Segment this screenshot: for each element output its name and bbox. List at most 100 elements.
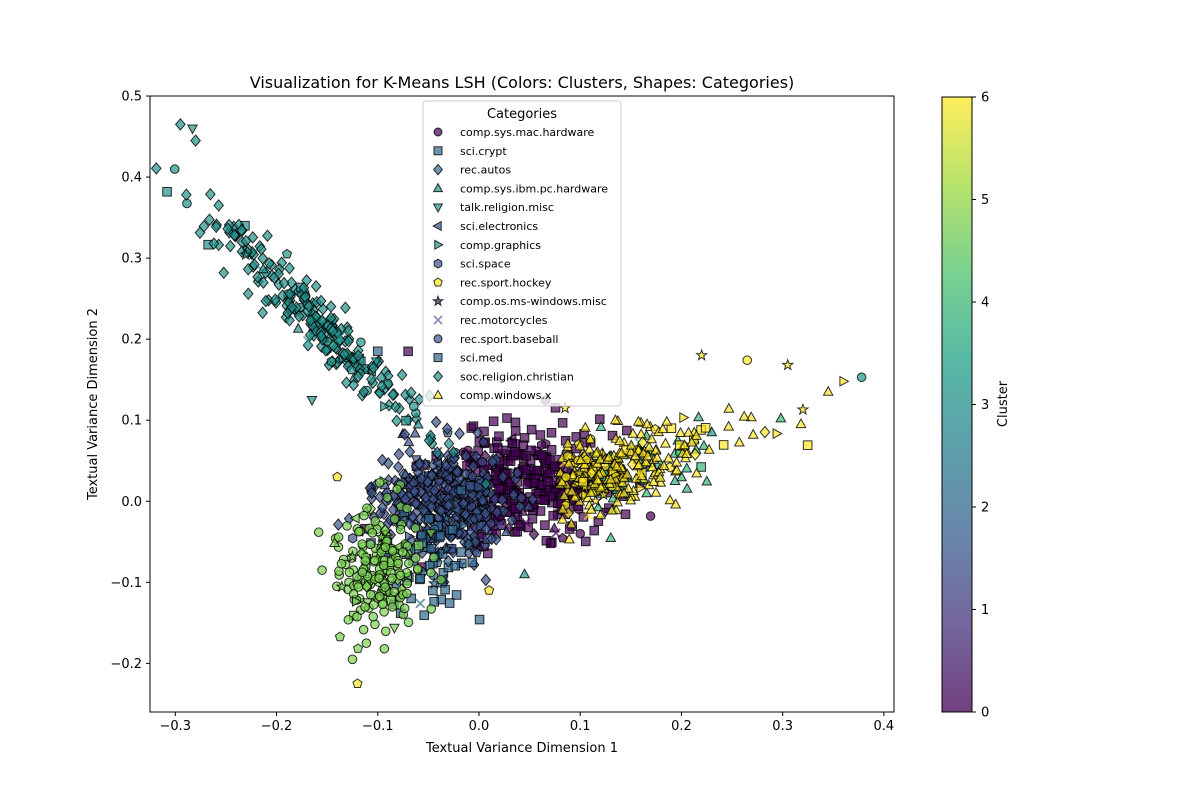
legend-title: Categories	[487, 107, 557, 122]
colorbar-tick-label: 4	[981, 296, 989, 311]
legend-label: sci.med	[460, 352, 503, 365]
data-point	[340, 301, 351, 315]
data-point	[512, 526, 523, 537]
data-point	[417, 530, 427, 541]
data-point	[302, 335, 313, 346]
y-axis-label: Textual Variance Dimension 2	[86, 308, 101, 501]
data-point	[592, 501, 604, 512]
data-point	[465, 481, 476, 491]
data-point	[368, 611, 379, 622]
data-point	[258, 276, 269, 289]
data-point	[622, 425, 632, 436]
legend-label: comp.sys.ibm.pc.hardware	[460, 182, 608, 195]
data-point	[659, 437, 672, 448]
legend-marker	[432, 389, 444, 399]
y-tick-label: 0.5	[121, 90, 142, 105]
data-point	[627, 427, 639, 438]
data-point	[526, 424, 537, 435]
data-point	[222, 222, 234, 236]
data-point	[670, 498, 682, 509]
data-point	[352, 349, 364, 363]
data-point	[802, 440, 813, 450]
data-point	[379, 643, 390, 654]
data-point	[403, 617, 414, 628]
data-point	[341, 376, 352, 390]
data-point	[467, 557, 478, 568]
data-point	[556, 513, 569, 524]
data-point	[419, 610, 430, 620]
data-point	[242, 287, 254, 301]
data-point	[625, 439, 637, 450]
data-point	[580, 536, 591, 547]
data-point	[521, 451, 532, 461]
data-point	[641, 487, 653, 498]
data-point	[620, 509, 631, 520]
data-point	[412, 418, 424, 429]
data-point	[654, 471, 666, 482]
data-point	[352, 370, 364, 384]
data-point	[494, 484, 505, 494]
data-point	[343, 334, 355, 348]
data-point	[391, 414, 403, 428]
data-point	[488, 416, 499, 427]
data-point	[382, 492, 393, 503]
data-point	[410, 497, 422, 510]
data-point	[467, 460, 479, 473]
data-point	[439, 542, 453, 555]
data-point	[733, 436, 745, 447]
data-point	[676, 471, 688, 482]
data-point	[204, 187, 216, 201]
data-point	[615, 447, 627, 458]
data-point	[425, 500, 437, 514]
data-point	[388, 623, 400, 634]
data-point	[380, 400, 391, 412]
data-point	[747, 428, 759, 439]
data-point	[606, 504, 618, 515]
data-point	[377, 501, 388, 514]
data-point	[329, 536, 341, 547]
data-point	[575, 453, 587, 464]
data-point	[365, 539, 376, 550]
data-point	[429, 484, 440, 497]
data-point	[589, 525, 600, 536]
data-point	[666, 423, 677, 434]
data-point	[399, 468, 412, 479]
data-point	[640, 456, 652, 467]
data-point	[431, 446, 443, 460]
data-point	[210, 220, 222, 234]
data-point	[418, 504, 430, 517]
data-point	[856, 372, 867, 383]
data-point	[169, 164, 180, 174]
data-point	[327, 324, 339, 338]
data-point	[150, 162, 162, 175]
data-point	[360, 602, 370, 612]
colorbar-ticks: 0 1 2 3 4 5 6	[972, 91, 989, 721]
colorbar: 0 1 2 3 4 5 6 Cluster	[941, 91, 1011, 721]
data-point	[387, 573, 397, 583]
data-point	[700, 422, 711, 433]
data-point	[374, 490, 386, 504]
data-point	[380, 542, 391, 553]
data-point	[686, 436, 698, 447]
data-point	[510, 426, 521, 436]
x-tick-label: 0.2	[671, 719, 692, 734]
data-point	[366, 372, 377, 386]
data-point	[541, 535, 552, 546]
data-point	[332, 518, 344, 531]
data-point	[723, 402, 735, 413]
data-point	[468, 421, 479, 431]
data-point	[543, 477, 553, 487]
data-point	[590, 447, 602, 458]
data-point	[460, 507, 471, 521]
data-point	[252, 270, 263, 284]
data-point	[426, 543, 437, 554]
legend-label: comp.sys.mac.hardware	[460, 126, 594, 139]
data-point	[486, 532, 498, 546]
y-axis: −0.2 −0.1 0.0 0.1 0.2 0.3 0.4 0.5	[110, 90, 150, 672]
data-point	[515, 491, 527, 505]
data-point	[399, 603, 410, 614]
x-axis-label: Textual Variance Dimension 1	[425, 741, 618, 756]
data-point	[358, 624, 369, 635]
data-point	[695, 348, 709, 361]
data-point	[557, 503, 569, 514]
